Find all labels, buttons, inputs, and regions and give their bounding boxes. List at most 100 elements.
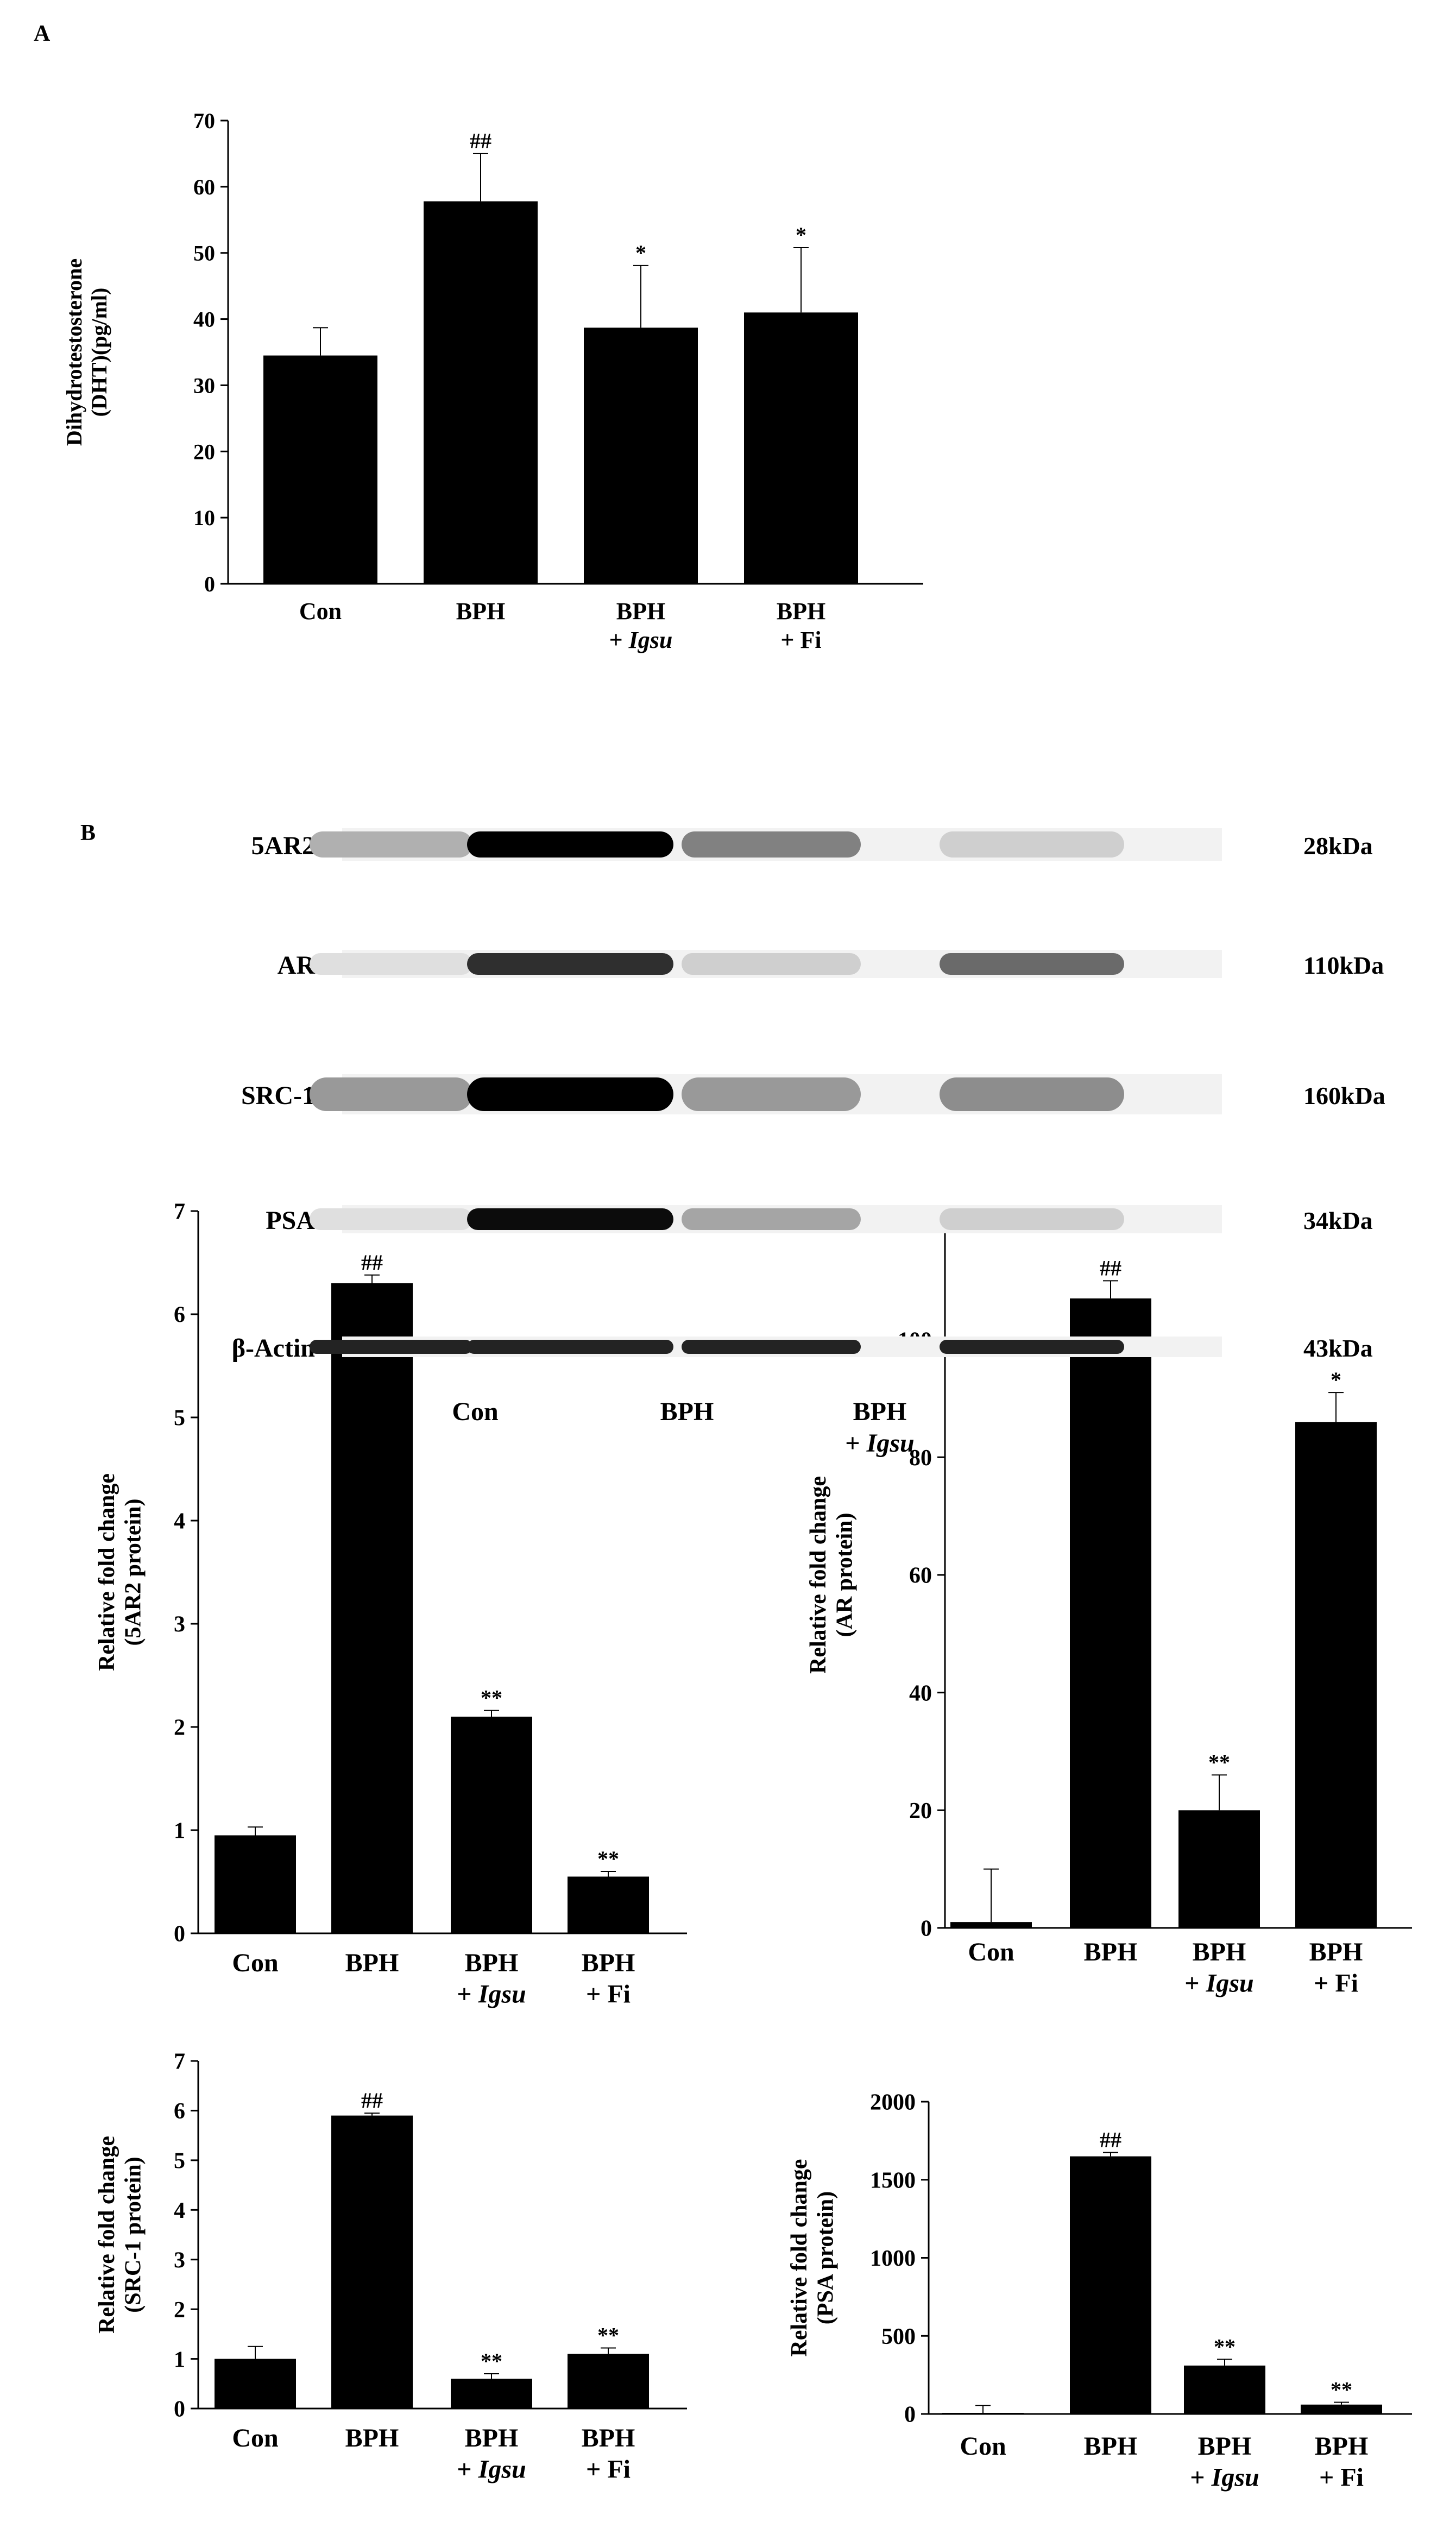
y-tick-label: 5 (174, 2149, 185, 2174)
blot-row-label: PSA (266, 1206, 315, 1235)
significance-label: ** (481, 2349, 502, 2373)
y-tick-label: 10 (193, 506, 215, 530)
blot-band (682, 1340, 861, 1354)
blot-band (940, 831, 1124, 858)
blot-band (310, 1340, 472, 1354)
blot-band (467, 1340, 673, 1354)
blot-band (682, 953, 861, 975)
blot-band (940, 953, 1124, 975)
y-tick-label: 1 (174, 2347, 185, 2372)
bar (424, 201, 538, 584)
significance-label: ** (481, 1686, 502, 1710)
category-label: Con (232, 1949, 278, 1977)
y-tick-label: 40 (193, 307, 215, 332)
panel-a-letter: A (34, 21, 51, 46)
blot-band (467, 953, 673, 975)
significance-label: ** (1214, 2334, 1236, 2359)
y-tick-label: 40 (909, 1681, 932, 1706)
y-tick-label: 70 (193, 109, 215, 133)
chart-2: 0 1 2 3 4 5 6 7 Relative fold change(5AR2 protei… (94, 1200, 687, 2009)
significance-label: ## (361, 1250, 383, 1275)
bar (1070, 1298, 1151, 1928)
bar (451, 1717, 532, 1933)
y-tick-label: 2000 (870, 2090, 916, 2115)
bar (1295, 1422, 1377, 1928)
bar (568, 1876, 649, 1933)
significance-label: ## (1100, 2127, 1121, 2152)
blot-band (682, 1208, 861, 1230)
category-label: Con (232, 2424, 278, 2453)
molecular-weight-label: 160kDa (1303, 1082, 1385, 1109)
bar (942, 2413, 1024, 2414)
category-label: BPH (456, 598, 505, 625)
category-label: BPH + Fi (1315, 2432, 1369, 2492)
blot-lane-label: BPH + Igsu (845, 1397, 914, 1458)
y-tick-label: 80 (909, 1446, 932, 1471)
significance-label: * (635, 241, 646, 265)
molecular-weight-label: 43kDa (1303, 1334, 1373, 1362)
category-label: BPH (345, 2424, 399, 2453)
y-tick-label: 0 (174, 2397, 185, 2422)
y-tick-label: 1000 (870, 2246, 916, 2271)
blot-band (940, 1077, 1124, 1111)
blot-row-label: 5AR2 (251, 831, 315, 860)
blot-band (940, 1208, 1124, 1230)
y-tick-label: 1 (174, 1819, 185, 1844)
significance-label: ## (1100, 1256, 1121, 1280)
category-label: BPH + Fi (777, 598, 825, 653)
y-tick-label: 20 (909, 1799, 932, 1824)
bar (263, 355, 377, 584)
molecular-weight-label: 28kDa (1303, 832, 1373, 860)
blot-row-label: β-Actin (232, 1334, 315, 1363)
y-tick-label: 20 (193, 439, 215, 464)
blot-band (682, 1077, 861, 1111)
bar (1178, 1810, 1260, 1928)
category-label: BPH + Igsu (1190, 2432, 1259, 2492)
significance-label: ** (1331, 2377, 1352, 2401)
y-tick-label: 0 (174, 1922, 185, 1947)
y-tick-label: 5 (174, 1406, 185, 1431)
y-axis-label: Relative fold change(PSA protein) (787, 2159, 838, 2357)
y-tick-label: 0 (204, 572, 215, 596)
blot-band (682, 831, 861, 858)
category-label: BPH + Fi (1309, 1938, 1363, 1998)
y-tick-label: 1500 (870, 2168, 916, 2193)
bar (1301, 2404, 1382, 2414)
bar (744, 312, 858, 584)
y-tick-label: 0 (921, 1917, 932, 1941)
bar (1070, 2156, 1151, 2414)
molecular-weight-label: 110kDa (1303, 951, 1384, 979)
y-axis-label: Dihydrotestosterone(DHT)(pg/ml) (62, 259, 111, 446)
chart-1: 0 10 20 30 40 50 60 70 Dihydrotestosterone(DHT)(… (62, 109, 923, 653)
significance-label: ## (361, 2088, 383, 2113)
blot-band (467, 1077, 673, 1111)
bar (215, 1835, 296, 1933)
chart-4: 0 1 2 3 4 5 6 7 Relative fold change(SRC-1 prote… (94, 2050, 687, 2484)
category-label: BPH (1084, 2432, 1138, 2461)
bar (331, 2115, 413, 2409)
y-tick-label: 2 (174, 2298, 185, 2323)
blot-row-5ar2: 5AR2 28kDa (251, 828, 1373, 861)
blot-row-label: AR (278, 951, 316, 980)
y-tick-label: 30 (193, 373, 215, 398)
significance-label: * (1331, 1367, 1341, 1392)
blot-band (467, 831, 673, 858)
category-label: Con (968, 1938, 1014, 1966)
y-tick-label: 50 (193, 241, 215, 266)
category-label: BPH + Fi (582, 1949, 635, 2009)
y-tick-label: 2 (174, 1716, 185, 1741)
category-label: Con (960, 2432, 1006, 2461)
bar (215, 2359, 296, 2409)
y-tick-label: 7 (174, 2050, 185, 2075)
category-label: BPH (1084, 1938, 1138, 1966)
blot-band (310, 1208, 472, 1230)
y-tick-label: 3 (174, 1612, 185, 1637)
y-tick-label: 3 (174, 2248, 185, 2273)
blot-band (310, 831, 472, 858)
category-label: BPH + Fi (582, 2424, 635, 2484)
chart-5: 0 500 1000 1500 2000 Relative fold change(PSA… (787, 2090, 1412, 2492)
bar (331, 1283, 413, 1933)
y-tick-label: 500 (881, 2324, 916, 2349)
